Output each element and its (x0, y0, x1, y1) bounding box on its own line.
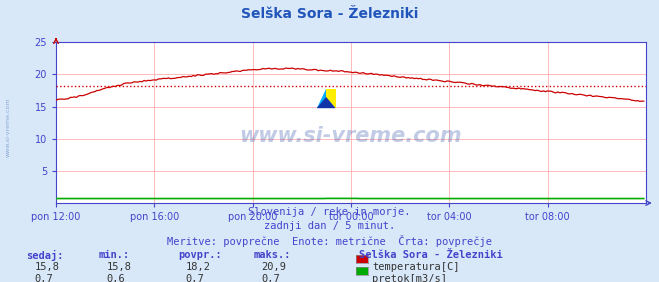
Text: 0,7: 0,7 (186, 274, 204, 282)
Text: Meritve: povprečne  Enote: metrične  Črta: povprečje: Meritve: povprečne Enote: metrične Črta:… (167, 235, 492, 248)
Text: 15,8: 15,8 (107, 262, 132, 272)
Text: temperatura[C]: temperatura[C] (372, 262, 460, 272)
Text: min.:: min.: (99, 250, 130, 259)
FancyBboxPatch shape (326, 89, 335, 108)
Text: 0,7: 0,7 (34, 274, 53, 282)
Text: pretok[m3/s]: pretok[m3/s] (372, 274, 447, 282)
Text: 15,8: 15,8 (34, 262, 59, 272)
Text: 18,2: 18,2 (186, 262, 211, 272)
Text: 0,7: 0,7 (262, 274, 280, 282)
Polygon shape (317, 97, 335, 108)
Text: maks.:: maks.: (254, 250, 291, 259)
Text: www.si-vreme.com: www.si-vreme.com (240, 125, 462, 146)
Text: Slovenija / reke in morje.: Slovenija / reke in morje. (248, 207, 411, 217)
Text: zadnji dan / 5 minut.: zadnji dan / 5 minut. (264, 221, 395, 231)
Text: Selška Sora - Železniki: Selška Sora - Železniki (241, 7, 418, 21)
Text: 0,6: 0,6 (107, 274, 125, 282)
Text: povpr.:: povpr.: (178, 250, 221, 259)
Text: Selška Sora - Železniki: Selška Sora - Železniki (359, 250, 503, 259)
Text: 20,9: 20,9 (262, 262, 287, 272)
Polygon shape (317, 89, 326, 108)
Text: sedaj:: sedaj: (26, 250, 64, 261)
Text: www.si-vreme.com: www.si-vreme.com (5, 97, 11, 157)
